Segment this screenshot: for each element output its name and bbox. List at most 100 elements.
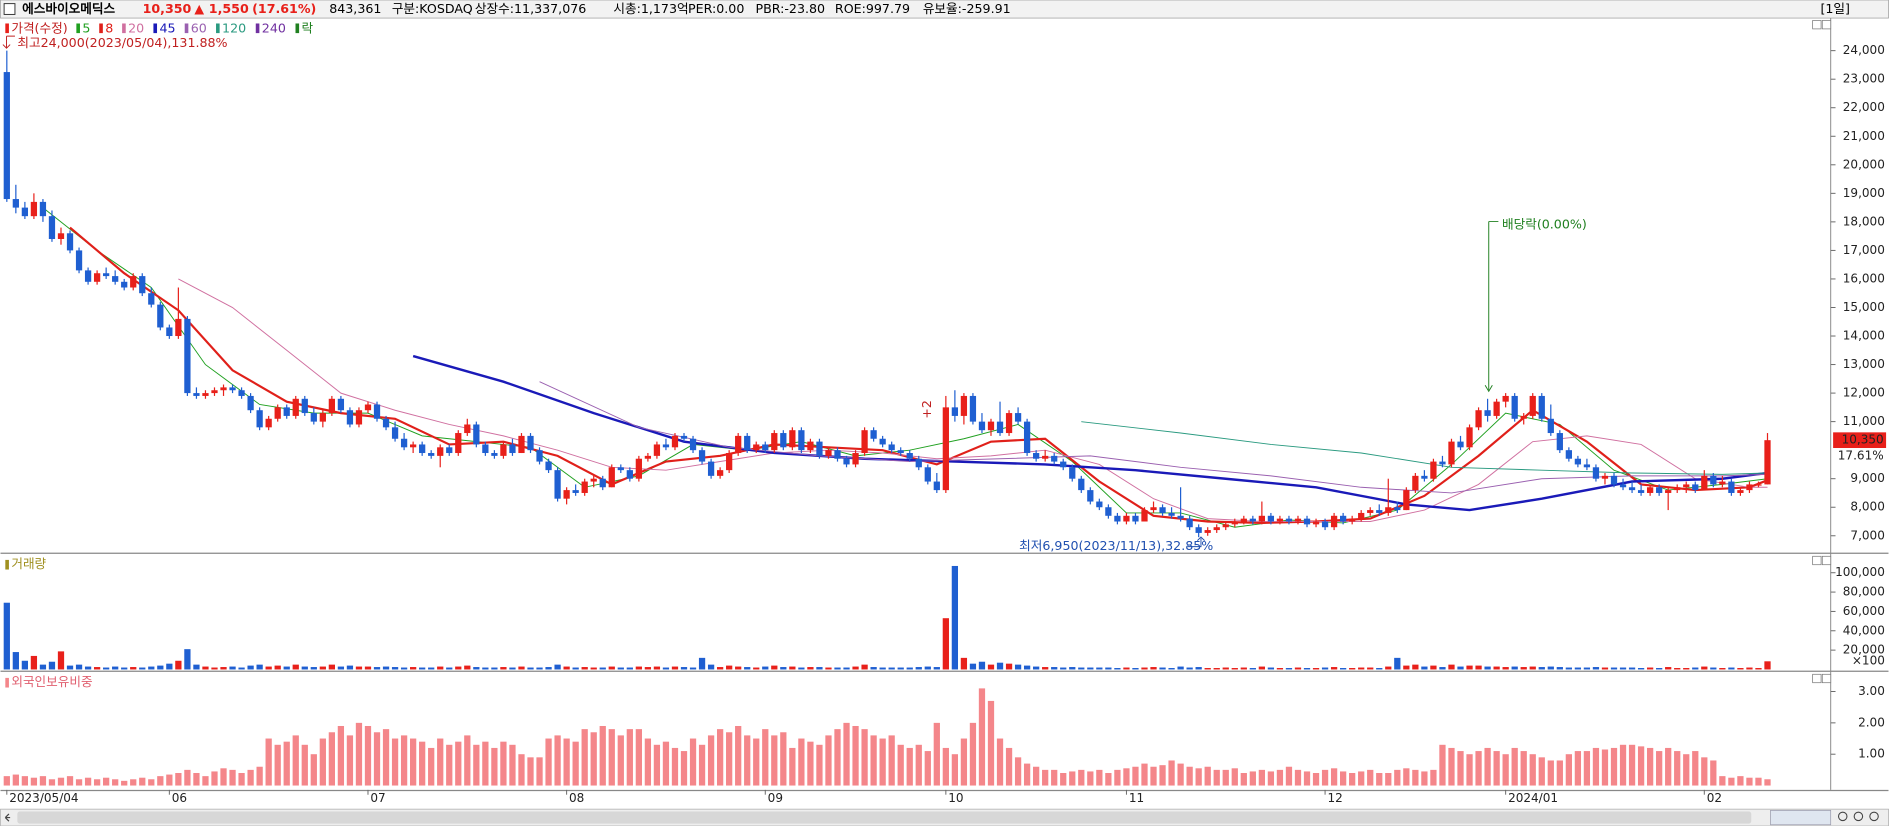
bar	[1240, 667, 1247, 670]
bar	[1105, 667, 1112, 670]
candle-body	[1023, 421, 1031, 454]
candle-body	[509, 444, 516, 454]
candle-body	[662, 444, 670, 448]
checkbox[interactable]	[3, 3, 16, 15]
bar	[680, 751, 688, 786]
bar	[969, 663, 977, 670]
bar	[112, 666, 119, 670]
bar	[996, 662, 1004, 670]
panel-button[interactable]	[1812, 20, 1822, 30]
bar	[21, 660, 29, 670]
bar	[1267, 771, 1275, 786]
bar	[1358, 771, 1365, 786]
candle-body	[166, 327, 173, 337]
header-item: PER:0.00	[688, 1, 744, 16]
panel-button[interactable]	[1821, 20, 1832, 30]
bar	[1556, 760, 1563, 786]
candle-body	[635, 458, 642, 479]
zoom-slider[interactable]	[1770, 809, 1832, 826]
bar	[816, 744, 823, 786]
bar	[753, 738, 760, 786]
bar	[139, 777, 146, 786]
candle-body	[1547, 418, 1554, 434]
bar	[1258, 666, 1265, 670]
bar	[1656, 751, 1663, 786]
bar	[148, 666, 155, 670]
bar	[852, 725, 859, 786]
candle-body	[726, 453, 733, 471]
panel-button[interactable]	[1821, 673, 1832, 684]
candle-body	[554, 470, 561, 499]
bar	[1439, 667, 1446, 670]
bar	[915, 667, 922, 670]
bar	[193, 773, 200, 786]
legend: 가격(수정) 5 8 20 45 60 120 240 락	[5, 20, 314, 35]
bar	[1484, 747, 1491, 786]
bar	[599, 725, 606, 786]
candle-body	[1303, 518, 1311, 525]
y-tick-label: 17,000	[1843, 243, 1885, 257]
y-tick-label: 20,000	[1843, 643, 1885, 657]
candle-body	[1240, 518, 1247, 522]
bar	[1710, 760, 1717, 786]
candle-body	[1033, 453, 1040, 459]
header: 에스바이오메딕스 10,350 ▲ 1,550 (17.61%) 843,361 구분:KO…	[22, 1, 1850, 16]
bar	[1060, 773, 1067, 786]
bar	[1439, 744, 1446, 786]
bar	[184, 769, 191, 786]
bar	[987, 664, 995, 670]
y-tick-label: 16,000	[1843, 271, 1885, 285]
bar	[93, 667, 101, 670]
x-tick-label: 02	[1707, 791, 1722, 805]
bar	[491, 747, 498, 786]
bar	[391, 667, 399, 670]
candle-body	[1430, 461, 1437, 479]
zoom-button[interactable]	[1853, 811, 1864, 822]
candle-body	[671, 435, 679, 448]
candle-body	[653, 444, 661, 456]
zoom-button[interactable]	[1837, 811, 1848, 822]
y-tick-label: 13,000	[1843, 357, 1885, 371]
bar	[1033, 666, 1040, 670]
bar	[527, 757, 534, 786]
bar	[283, 666, 290, 670]
bar	[1349, 668, 1356, 670]
bar	[103, 777, 110, 786]
bar	[1511, 747, 1518, 786]
candle-body	[428, 453, 435, 456]
bar	[292, 664, 299, 670]
bar	[1285, 766, 1293, 786]
bar	[897, 667, 904, 670]
candle-body	[130, 276, 137, 288]
panel-button[interactable]	[1821, 555, 1832, 566]
scroll-thumb[interactable]	[17, 811, 1752, 824]
bar	[1123, 768, 1130, 786]
candle-body	[247, 395, 254, 411]
legend-swatch	[153, 23, 158, 34]
bar	[1033, 766, 1040, 786]
candle-body	[1646, 487, 1654, 493]
bar	[238, 667, 245, 670]
bar	[563, 738, 570, 786]
candle-body	[861, 430, 868, 454]
y-tick-label: 23,000	[1843, 72, 1885, 86]
scroll-left[interactable]	[4, 813, 11, 822]
bar	[319, 738, 326, 786]
panel-button[interactable]	[1812, 673, 1822, 684]
candle-body	[933, 481, 940, 491]
bar	[1132, 668, 1139, 670]
bar	[951, 565, 959, 670]
candle-body	[500, 444, 507, 456]
bar	[1023, 763, 1031, 786]
y-tick-label: 60,000	[1843, 604, 1885, 618]
zoom-button[interactable]	[1869, 811, 1879, 822]
candle-body	[1177, 515, 1184, 519]
bar	[1412, 664, 1419, 670]
candle-body	[906, 453, 913, 459]
candle-body	[518, 435, 525, 454]
bar	[1014, 757, 1022, 786]
bar	[1628, 744, 1636, 786]
panel-button[interactable]	[1812, 555, 1822, 566]
candle-body	[644, 455, 652, 459]
